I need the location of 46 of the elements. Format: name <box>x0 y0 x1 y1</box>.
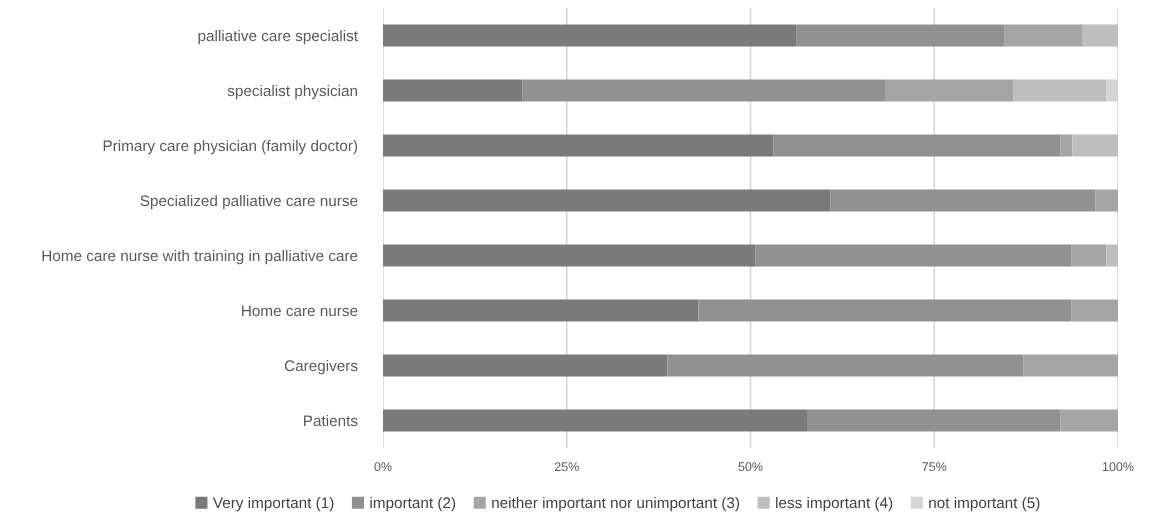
bar <box>755 244 1072 267</box>
bar <box>383 24 797 47</box>
x-tick-label: 75% <box>922 462 947 472</box>
bar <box>383 134 774 157</box>
bar <box>667 354 1024 377</box>
bar <box>1023 354 1118 377</box>
y-tick-label: Specialized palliative care nurse <box>140 194 358 210</box>
x-tick-label: 100% <box>1102 462 1134 472</box>
bar <box>1082 24 1118 47</box>
bar <box>383 354 668 377</box>
legend-label: neither important nor unimportant (3) <box>492 496 740 512</box>
y-tick-label: Home care nurse with training in palliative care <box>42 249 358 265</box>
bar <box>1072 134 1118 157</box>
y-tick-label: Home care nurse <box>242 305 358 317</box>
bar <box>1060 409 1118 432</box>
bar <box>383 79 523 102</box>
bar <box>522 79 886 102</box>
legend-label: important (2) <box>370 496 456 512</box>
bar <box>796 24 1005 47</box>
bar <box>383 244 756 267</box>
bar <box>1071 299 1118 322</box>
x-tick-label: 25% <box>554 462 579 472</box>
legend-label: Very important (1) <box>212 496 334 512</box>
bar <box>885 79 1014 102</box>
y-tick-label: Caregivers <box>284 359 358 375</box>
bar <box>383 299 699 322</box>
bar <box>1013 79 1107 102</box>
bar <box>383 189 831 212</box>
bar <box>807 409 1061 432</box>
y-tick-label: palliative care specialist <box>198 29 358 45</box>
legend-label: less important (4) <box>776 496 893 512</box>
bar <box>698 299 1072 322</box>
bar <box>1106 244 1118 267</box>
x-tick-label: 0% <box>374 462 392 472</box>
bar <box>830 189 1096 212</box>
y-tick-label: Primary care physician (family doctor) <box>103 139 358 155</box>
bar <box>1071 244 1107 267</box>
legend-label: not important (5) <box>929 496 1040 512</box>
bar <box>1060 134 1073 157</box>
bar <box>1004 24 1083 47</box>
bar <box>773 134 1061 157</box>
y-tick-label: specialist physician <box>227 84 358 100</box>
bar <box>1095 189 1118 212</box>
y-tick-label: Patients <box>304 414 358 427</box>
bar <box>383 409 808 432</box>
x-tick-label: 50% <box>738 462 763 472</box>
